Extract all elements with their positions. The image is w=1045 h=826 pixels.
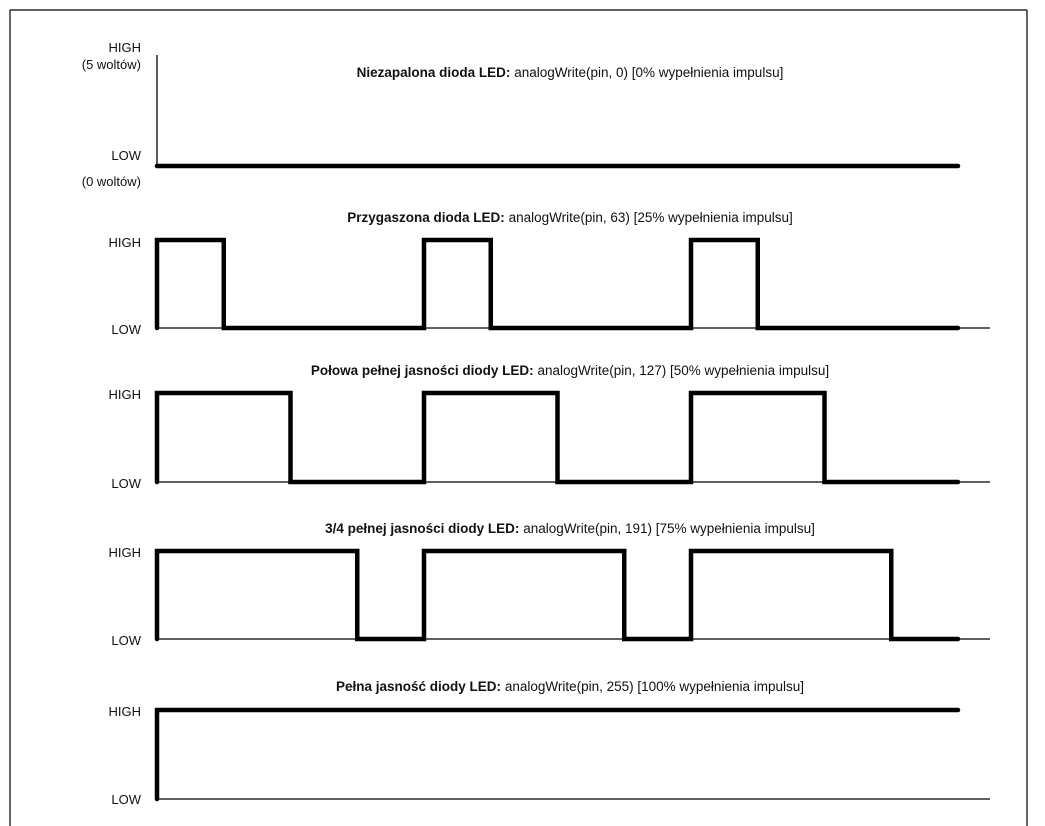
panel-3: 3/4 pełnej jasności diody LED: analogWri…: [109, 521, 990, 648]
panel-3-title: 3/4 pełnej jasności diody LED: analogWri…: [325, 521, 815, 536]
panel-3-title-bold: 3/4 pełnej jasności diody LED:: [325, 521, 519, 536]
panel-2-title: Połowa pełnej jasności diody LED: analog…: [311, 363, 829, 378]
panel-0-low-volts: (0 woltów): [82, 174, 141, 189]
panel-1-title-bold: Przygaszona dioda LED:: [347, 210, 505, 225]
panel-1-high-label: HIGH: [109, 235, 142, 250]
panel-1: Przygaszona dioda LED: analogWrite(pin, …: [109, 210, 990, 337]
panel-0: HIGH (5 woltów) LOW (0 woltów) Niezapalo…: [82, 40, 961, 189]
panel-1-low-label: LOW: [111, 322, 141, 337]
panel-4-title-rest: analogWrite(pin, 255) [100% wypełnienia …: [501, 679, 804, 694]
panel-2-high-label: HIGH: [109, 387, 142, 402]
panel-1-title-rest: analogWrite(pin, 63) [25% wypełnienia im…: [505, 210, 793, 225]
panel-3-waveform: [154, 548, 961, 642]
panel-0-high-volts: (5 woltów): [82, 57, 141, 72]
panel-2-low-label: LOW: [111, 476, 141, 491]
panel-2-waveform: [154, 390, 961, 485]
panel-3-low-label: LOW: [111, 633, 141, 648]
panel-4-high-label: HIGH: [109, 704, 142, 719]
panel-4-title-bold: Pełna jasność diody LED:: [336, 679, 501, 694]
panel-0-low-label: LOW: [111, 148, 141, 163]
panel-1-title: Przygaszona dioda LED: analogWrite(pin, …: [347, 210, 792, 225]
panel-2-title-rest: analogWrite(pin, 127) [50% wypełnienia i…: [534, 363, 829, 378]
panel-4-waveform: [154, 707, 961, 802]
panel-4-title: Pełna jasność diody LED: analogWrite(pin…: [336, 679, 804, 694]
panel-0-title-bold: Niezapalona dioda LED:: [357, 65, 511, 80]
panel-4: Pełna jasność diody LED: analogWrite(pin…: [109, 679, 990, 807]
panel-3-title-rest: analogWrite(pin, 191) [75% wypełnienia i…: [519, 521, 814, 536]
panel-1-waveform: [154, 237, 961, 331]
panel-0-high-label: HIGH: [109, 40, 142, 55]
panel-2-title-bold: Połowa pełnej jasności diody LED:: [311, 363, 534, 378]
panel-2: Połowa pełnej jasności diody LED: analog…: [109, 363, 990, 491]
panel-0-title-rest: analogWrite(pin, 0) [0% wypełnienia impu…: [510, 65, 783, 80]
panel-3-high-label: HIGH: [109, 545, 142, 560]
panel-4-low-label: LOW: [111, 792, 141, 807]
panel-0-title: Niezapalona dioda LED: analogWrite(pin, …: [357, 65, 784, 80]
